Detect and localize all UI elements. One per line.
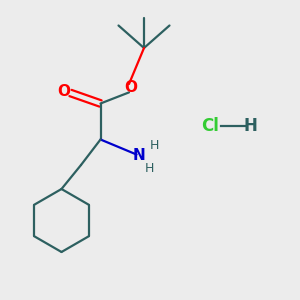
Text: O: O (57, 84, 70, 99)
Text: Cl: Cl (201, 117, 219, 135)
Text: N: N (133, 148, 145, 164)
Text: H: H (144, 161, 154, 175)
Text: O: O (124, 80, 137, 95)
Text: H: H (244, 117, 257, 135)
Text: H: H (150, 139, 159, 152)
